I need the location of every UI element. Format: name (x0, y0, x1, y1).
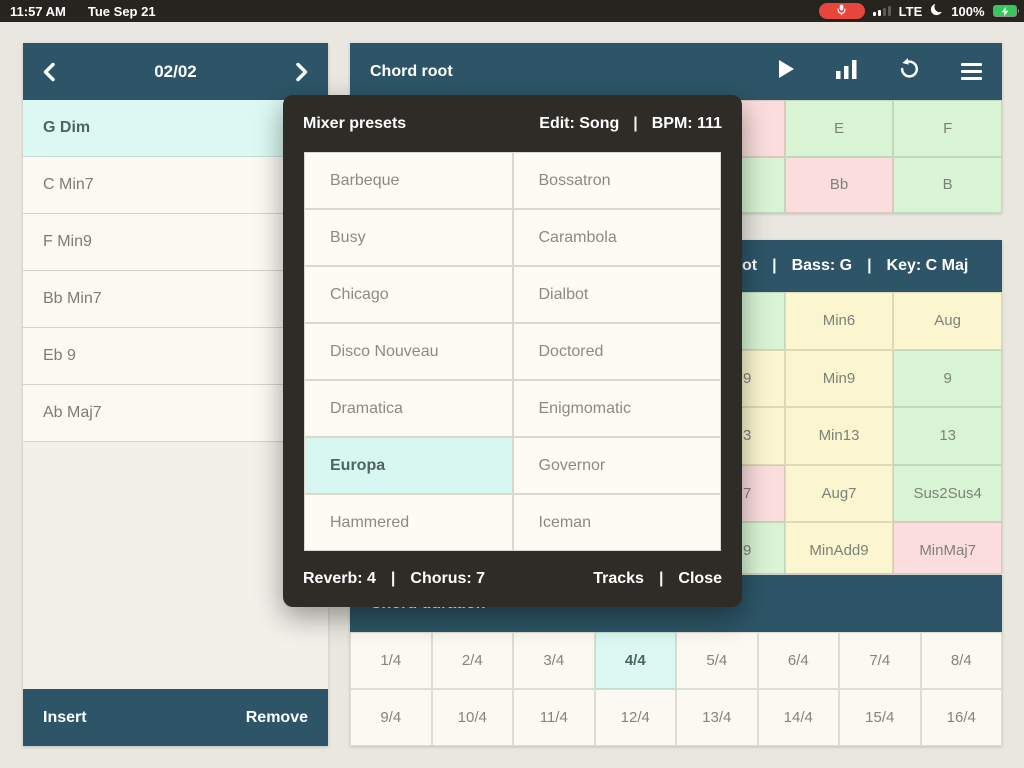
chord-type-header-fragment: ot (742, 257, 758, 274)
preset-item[interactable]: Chicago (304, 266, 513, 323)
bass-label[interactable]: Bass: G (791, 257, 853, 274)
preset-item[interactable]: Governor (512, 437, 721, 494)
moon-dnd-icon (930, 1, 946, 19)
preset-item[interactable]: Busy (304, 209, 513, 266)
chord-type-cell[interactable]: MinAdd9 (784, 522, 894, 573)
microphone-icon (837, 4, 846, 19)
chord-type-cell[interactable]: Min13 (784, 407, 894, 465)
chorus-button[interactable]: Chorus: 7 (410, 570, 486, 587)
duration-cell[interactable]: 7/4 (839, 632, 921, 689)
duration-cell[interactable]: 5/4 (676, 632, 758, 689)
chord-type-cell[interactable]: Aug7 (784, 464, 894, 522)
battery-percent-label: 100% (951, 3, 985, 19)
pager-next-button[interactable] (296, 62, 308, 82)
reverb-button[interactable]: Reverb: 4 (303, 570, 376, 587)
chord-root-cell[interactable]: Bb (784, 156, 894, 213)
duration-cell[interactable]: 15/4 (839, 689, 921, 746)
preset-item[interactable]: Hammered (304, 494, 513, 551)
pager-label: 02/02 (154, 61, 197, 81)
preset-item[interactable]: Bossatron (512, 152, 721, 209)
duration-cell[interactable]: 9/4 (350, 689, 432, 746)
duration-cell-selected[interactable]: 4/4 (594, 632, 676, 689)
chord-type-cell[interactable]: Sus2Sus4 (893, 464, 1002, 522)
header-divider: | (867, 257, 872, 274)
header-divider: | (633, 114, 638, 132)
chord-type-cell[interactable]: Aug (893, 292, 1002, 350)
chord-list-item[interactable]: Ab Maj7 (23, 385, 328, 442)
preset-item[interactable]: Dramatica (304, 380, 513, 437)
preset-item[interactable]: Disco Nouveau (304, 323, 513, 380)
edit-mode-button[interactable]: Edit: Song (539, 114, 620, 132)
carrier-label: LTE (898, 3, 923, 19)
preset-item[interactable]: Enigmomatic (512, 380, 721, 437)
undo-loop-button[interactable] (898, 58, 920, 85)
duration-cell[interactable]: 16/4 (920, 689, 1002, 746)
status-bar: 11:57 AM Tue Sep 21 LTE 100% (0, 0, 1024, 22)
pager-prev-button[interactable] (43, 62, 55, 82)
duration-cell[interactable]: 2/4 (431, 632, 513, 689)
footer-divider: | (658, 570, 664, 587)
preset-item[interactable]: Dialbot (512, 266, 721, 323)
chord-type-cell[interactable]: 13 (893, 407, 1002, 465)
chord-type-cell[interactable]: MinMaj7 (893, 522, 1002, 573)
duration-cell[interactable]: 13/4 (676, 689, 758, 746)
menu-button[interactable] (961, 62, 982, 81)
chord-root-cell[interactable]: E (784, 100, 894, 157)
bpm-button[interactable]: BPM: 111 (651, 114, 722, 132)
duration-cell[interactable]: 11/4 (513, 689, 595, 746)
preset-item-selected[interactable]: Europa (304, 437, 513, 494)
modal-title: Mixer presets (303, 114, 407, 132)
chord-list-item[interactable]: Bb Min7 (23, 271, 328, 328)
duration-cell[interactable]: 12/4 (594, 689, 676, 746)
chord-list-item[interactable]: G Dim (23, 100, 328, 157)
chord-list-pager: 02/02 (23, 43, 328, 100)
battery-icon (992, 5, 1019, 17)
footer-divider: | (390, 570, 396, 587)
chord-list-actions: Insert Remove (23, 689, 328, 746)
chord-type-cell[interactable]: Min6 (784, 292, 894, 350)
remove-button[interactable]: Remove (245, 708, 308, 726)
duration-cell[interactable]: 6/4 (757, 632, 839, 689)
status-time: 11:57 AM (10, 3, 66, 19)
preset-item[interactable]: Barbeque (304, 152, 513, 209)
duration-cell[interactable]: 8/4 (920, 632, 1002, 689)
chord-type-cell[interactable]: Min9 (784, 349, 894, 407)
key-label[interactable]: Key: C Maj (886, 257, 969, 274)
chord-duration-grid: 1/4 2/4 3/4 4/4 5/4 6/4 7/4 8/4 9/4 10/4… (350, 632, 1002, 746)
preset-item[interactable]: Iceman (512, 494, 721, 551)
microphone-indicator-pill[interactable] (818, 3, 865, 19)
chord-root-title: Chord root (370, 62, 453, 80)
chord-root-cell[interactable]: B (893, 156, 1002, 213)
preset-item[interactable]: Carambola (512, 209, 721, 266)
tracks-button[interactable]: Tracks (593, 570, 644, 587)
mixer-presets-modal: Mixer presets Edit: Song | BPM: 111 Barb… (283, 95, 742, 607)
duration-cell[interactable]: 3/4 (513, 632, 595, 689)
chord-root-cell[interactable]: F (893, 100, 1002, 157)
chord-list-item[interactable]: F Min9 (23, 214, 328, 271)
duration-cell[interactable]: 14/4 (757, 689, 839, 746)
chord-type-cell[interactable]: 9 (893, 349, 1002, 407)
chord-list-item[interactable]: Eb 9 (23, 328, 328, 385)
mixer-levels-button[interactable] (836, 59, 857, 84)
duration-cell[interactable]: 10/4 (431, 689, 513, 746)
preset-list: Barbeque Bossatron Busy Carambola Chicag… (304, 152, 721, 551)
insert-button[interactable]: Insert (43, 708, 87, 726)
header-divider: | (772, 257, 777, 274)
close-button[interactable]: Close (678, 570, 722, 587)
duration-cell[interactable]: 1/4 (350, 632, 432, 689)
chord-list-item[interactable]: C Min7 (23, 157, 328, 214)
play-button[interactable] (778, 59, 795, 84)
cellular-signal-icon (872, 6, 891, 16)
chord-list-panel: 02/02 G Dim C Min7 F Min9 Bb Min7 Eb 9 A… (23, 43, 328, 746)
preset-item[interactable]: Doctored (512, 323, 721, 380)
status-date: Tue Sep 21 (87, 3, 156, 19)
